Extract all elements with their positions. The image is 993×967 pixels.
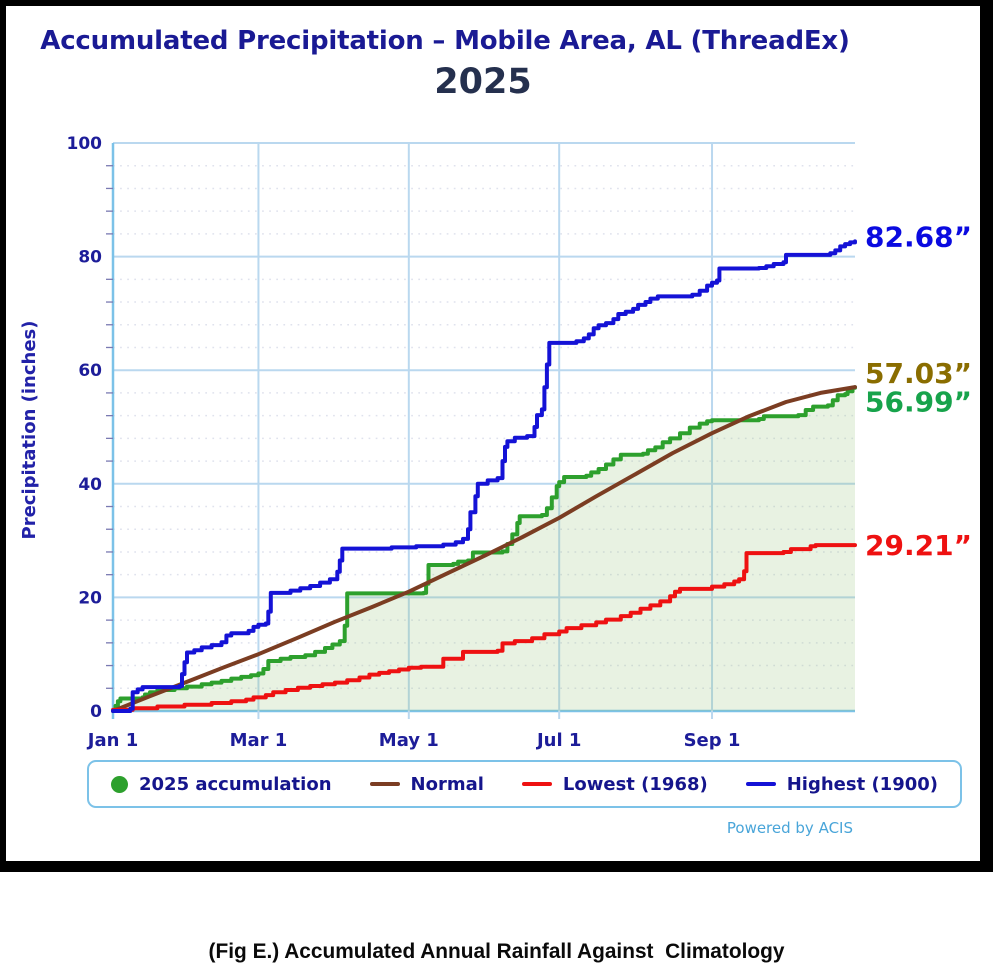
x-tick-label: Jul 1 xyxy=(535,730,581,751)
legend-item-lowest: Lowest (1968) xyxy=(521,773,708,795)
legend-label: Lowest (1968) xyxy=(562,773,708,795)
y-tick-label: 80 xyxy=(78,248,102,268)
y-tick-label: 20 xyxy=(78,588,102,608)
precipitation-chart: 0 20 40 60 80 100 Jan 1 Mar 1 May 1 Jul 1 Sep 1 Pre… xyxy=(19,134,972,751)
legend-item-normal: Normal xyxy=(369,773,484,795)
legend-label: Normal xyxy=(410,773,484,795)
green-dot-icon xyxy=(111,775,128,793)
value-annotation-highest-1900-: 82.68” xyxy=(865,220,972,253)
chart-legend: 2025 accumulation Normal Lowest (1968) H… xyxy=(87,760,962,808)
chart-year-subtitle: 2025 xyxy=(434,62,532,102)
legend-label: Highest (1900) xyxy=(786,773,938,795)
y-axis-title: Precipitation (inches) xyxy=(19,321,40,540)
x-tick-label: Mar 1 xyxy=(230,730,288,751)
series-line-highest-1900- xyxy=(111,239,857,713)
red-line-icon xyxy=(521,782,552,786)
legend-label: 2025 accumulation xyxy=(139,773,332,795)
blue-line-icon xyxy=(745,782,776,786)
y-tick-label: 0 xyxy=(90,702,102,722)
series-line-normal xyxy=(111,385,857,713)
value-annotation-normal: 57.03” xyxy=(865,357,972,390)
accumulation-fill xyxy=(113,387,855,711)
y-tick-label: 40 xyxy=(78,475,102,495)
series-line-lowest-1968- xyxy=(111,543,857,712)
legend-item-2025-accumulation: 2025 accumulation xyxy=(111,774,332,795)
value-annotation-2025-accumulation: 56.99” xyxy=(865,385,972,418)
y-tick-label: 60 xyxy=(78,361,102,381)
y-tick-label: 100 xyxy=(67,134,103,154)
caption-line-1: (Fig E.) Accumulated Annual Rainfall Aga… xyxy=(208,939,785,963)
x-tick-label: May 1 xyxy=(379,730,439,751)
legend-item-highest: Highest (1900) xyxy=(745,773,938,795)
x-tick-label: Jan 1 xyxy=(86,730,138,751)
figure-caption: (Fig E.) Accumulated Annual Rainfall Aga… xyxy=(15,874,978,967)
value-annotation-lowest-1968-: 29.21” xyxy=(865,529,972,562)
powered-by-acis: Powered by ACIS xyxy=(726,819,853,837)
chart-title: Accumulated Precipitation – Mobile Area,… xyxy=(40,26,850,56)
x-tick-label: Sep 1 xyxy=(684,730,741,751)
brown-line-icon xyxy=(369,782,400,786)
